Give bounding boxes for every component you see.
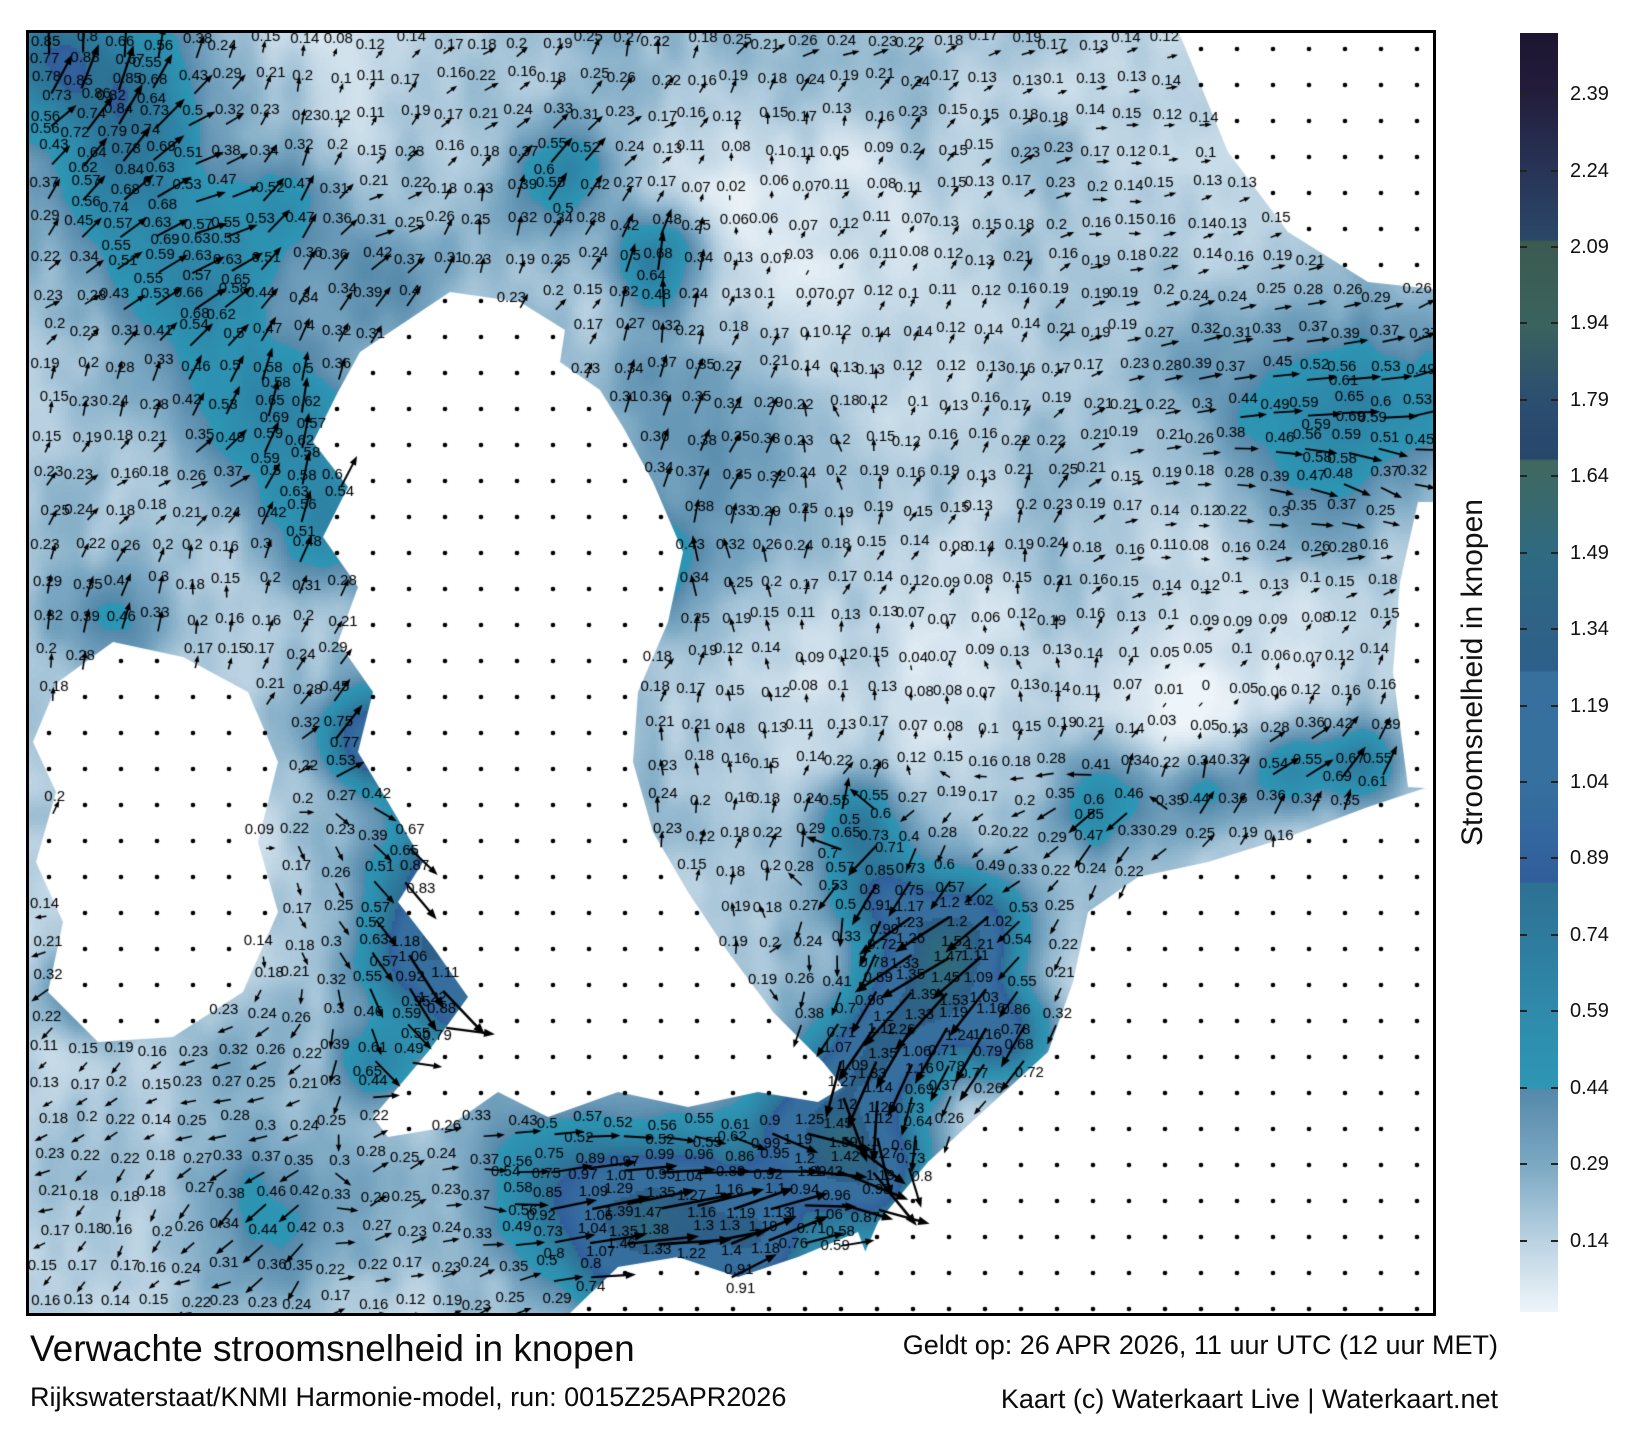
colorbar-tick-label: 0.89 <box>1570 847 1609 870</box>
colorbar-tick-label: 1.34 <box>1570 618 1609 641</box>
colorbar-tick-mark <box>1551 933 1558 936</box>
page-title: Verwachte stroomsnelheid in knopen <box>30 1328 635 1369</box>
colorbar-tick-label: 0.74 <box>1570 923 1609 946</box>
colorbar: 2.39 2.24 2.09 1.94 1.79 1.64 1.49 1.34 1.19 1.04… <box>1520 33 1609 1312</box>
colorbar-tick-label: 1.64 <box>1570 465 1609 488</box>
valid-time-label: Geldt op: 26 APR 2026, 11 uur UTC (12 uu… <box>902 1330 1498 1360</box>
colorbar-axis-label: Stroomsnelheid in knopen <box>1456 499 1489 846</box>
colorbar-tick-label: 2.09 <box>1570 236 1609 259</box>
colorbar-tick-mark <box>1551 93 1558 96</box>
colorbar-tick-mark <box>1551 857 1558 860</box>
colorbar-tick-mark <box>1520 246 1527 249</box>
colorbar-tick-mark <box>1520 475 1527 478</box>
colorbar-tick-mark <box>1520 704 1527 707</box>
colorbar-tick-label: 2.24 <box>1570 159 1609 182</box>
colorbar-tick-mark <box>1551 551 1558 554</box>
colorbar-tick-mark <box>1551 704 1558 707</box>
colorbar-tick-mark <box>1551 628 1558 631</box>
colorbar-tick-mark <box>1551 1010 1558 1013</box>
current-speed-map-canvas <box>29 33 1433 1313</box>
copyright-label: Kaart (c) Waterkaart Live | Waterkaart.n… <box>1000 1384 1498 1414</box>
colorbar-tick-mark <box>1551 1239 1558 1242</box>
colorbar-tick-label: 0.29 <box>1570 1153 1609 1176</box>
colorbar-tick-mark <box>1551 246 1558 249</box>
colorbar-gradient <box>1520 33 1558 1312</box>
colorbar-tick-mark <box>1520 398 1527 401</box>
colorbar-tick-mark <box>1551 475 1558 478</box>
colorbar-tick-label: 1.04 <box>1570 771 1609 794</box>
colorbar-tick-mark <box>1520 1010 1527 1013</box>
colorbar-tick-label: 1.19 <box>1570 694 1609 717</box>
colorbar-tick-label: 1.79 <box>1570 388 1609 411</box>
colorbar-tick-mark <box>1551 322 1558 325</box>
colorbar-tick-mark <box>1520 781 1527 784</box>
colorbar-tick-label: 1.49 <box>1570 541 1609 564</box>
colorbar-tick-mark <box>1520 933 1527 936</box>
colorbar-tick-mark <box>1520 551 1527 554</box>
colorbar-tick-mark <box>1520 628 1527 631</box>
colorbar-tick-label: 1.94 <box>1570 312 1609 335</box>
colorbar-tick-mark <box>1520 1163 1527 1166</box>
colorbar-tick-label: 0.14 <box>1570 1229 1609 1252</box>
map-frame <box>26 30 1436 1316</box>
colorbar-tick-mark <box>1520 1086 1527 1089</box>
colorbar-tick-mark <box>1551 398 1558 401</box>
colorbar-tick-mark <box>1520 322 1527 325</box>
colorbar-tick-mark <box>1520 93 1527 96</box>
colorbar-tick-mark <box>1520 857 1527 860</box>
colorbar-tick-mark <box>1551 169 1558 172</box>
colorbar-tick-label: 2.39 <box>1570 83 1609 106</box>
colorbar-tick-mark <box>1520 1239 1527 1242</box>
colorbar-tick-label: 0.59 <box>1570 1000 1609 1023</box>
colorbar-tick-mark <box>1520 169 1527 172</box>
model-run-label: Rijkswaterstaat/KNMI Harmonie-model, run… <box>30 1382 787 1412</box>
colorbar-tick-mark <box>1551 781 1558 784</box>
colorbar-tick-label: 0.44 <box>1570 1076 1609 1099</box>
colorbar-tick-mark <box>1551 1163 1558 1166</box>
colorbar-tick-mark <box>1551 1086 1558 1089</box>
